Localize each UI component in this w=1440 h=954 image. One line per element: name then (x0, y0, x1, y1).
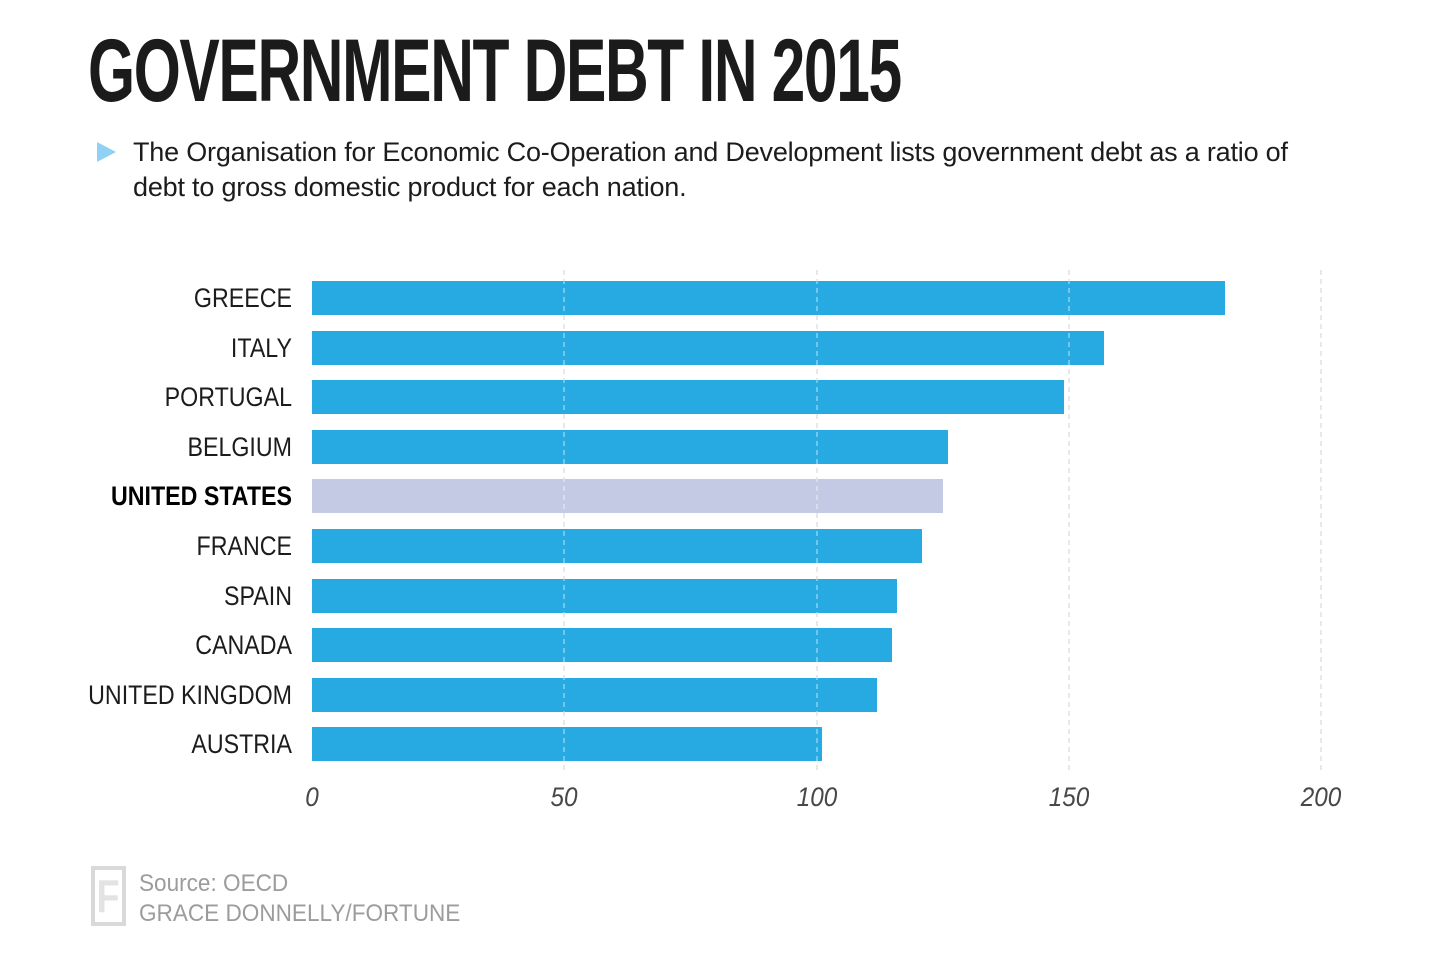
triangle-bullet-icon (97, 142, 116, 162)
gridline-overlay (1320, 270, 1322, 771)
bar (312, 281, 1226, 315)
category-label: UNITED KINGDOM (88, 679, 292, 710)
gridline (1320, 270, 1322, 771)
footer-text: Source: OECD GRACE DONNELLY/FORTUNE (139, 866, 481, 929)
x-axis: 0 50 100 150 200 (0, 782, 1440, 816)
bar (312, 529, 923, 563)
category-label: SPAIN (224, 580, 292, 611)
bar (312, 330, 1105, 365)
subtitle-row: The Organisation for Economic Co-Operati… (97, 135, 1293, 205)
bar (312, 677, 878, 712)
fortune-logo-icon: F (91, 866, 126, 926)
footer: F Source: OECD GRACE DONNELLY/FORTUNE (91, 866, 481, 929)
source-credit: Source: OECD (139, 870, 289, 897)
category-label: PORTUGAL (164, 382, 292, 413)
category-label: ITALY (230, 332, 292, 363)
gridline (563, 270, 566, 771)
bar (312, 578, 898, 613)
gridline-overlay (1067, 270, 1070, 771)
bar (312, 628, 893, 663)
gridline (815, 270, 818, 771)
category-label: FRANCE (196, 531, 292, 561)
axis-tick-label: 200 (1300, 782, 1342, 812)
fortune-logo-letter: F (96, 870, 121, 922)
gridline-overlay (815, 270, 818, 771)
axis-tick-label: 50 (550, 782, 578, 812)
axis-tick-label: 150 (1048, 782, 1090, 812)
category-label: AUSTRIA (191, 729, 292, 760)
plot-area: GREECE ITALY PORTUGAL BELGIUM UNITED STATES F… (0, 270, 1440, 771)
bar (312, 727, 822, 762)
gridline-overlay (563, 270, 566, 771)
bar (312, 380, 1064, 415)
page-title: GOVERNMENT DEBT IN 2015 (88, 20, 902, 120)
bar (312, 429, 948, 464)
axis-tick-label: 100 (796, 782, 837, 812)
gridline (1067, 270, 1070, 771)
category-label: BELGIUM (187, 431, 292, 462)
axis-tick-label: 0 (305, 782, 319, 812)
chart-subtitle: The Organisation for Economic Co-Operati… (133, 137, 1288, 202)
category-label: UNITED STATES (110, 481, 293, 512)
category-label: CANADA (195, 630, 292, 661)
bar (312, 479, 943, 514)
category-label: GREECE (193, 283, 292, 313)
author-credit: GRACE DONNELLY/FORTUNE (139, 900, 461, 927)
